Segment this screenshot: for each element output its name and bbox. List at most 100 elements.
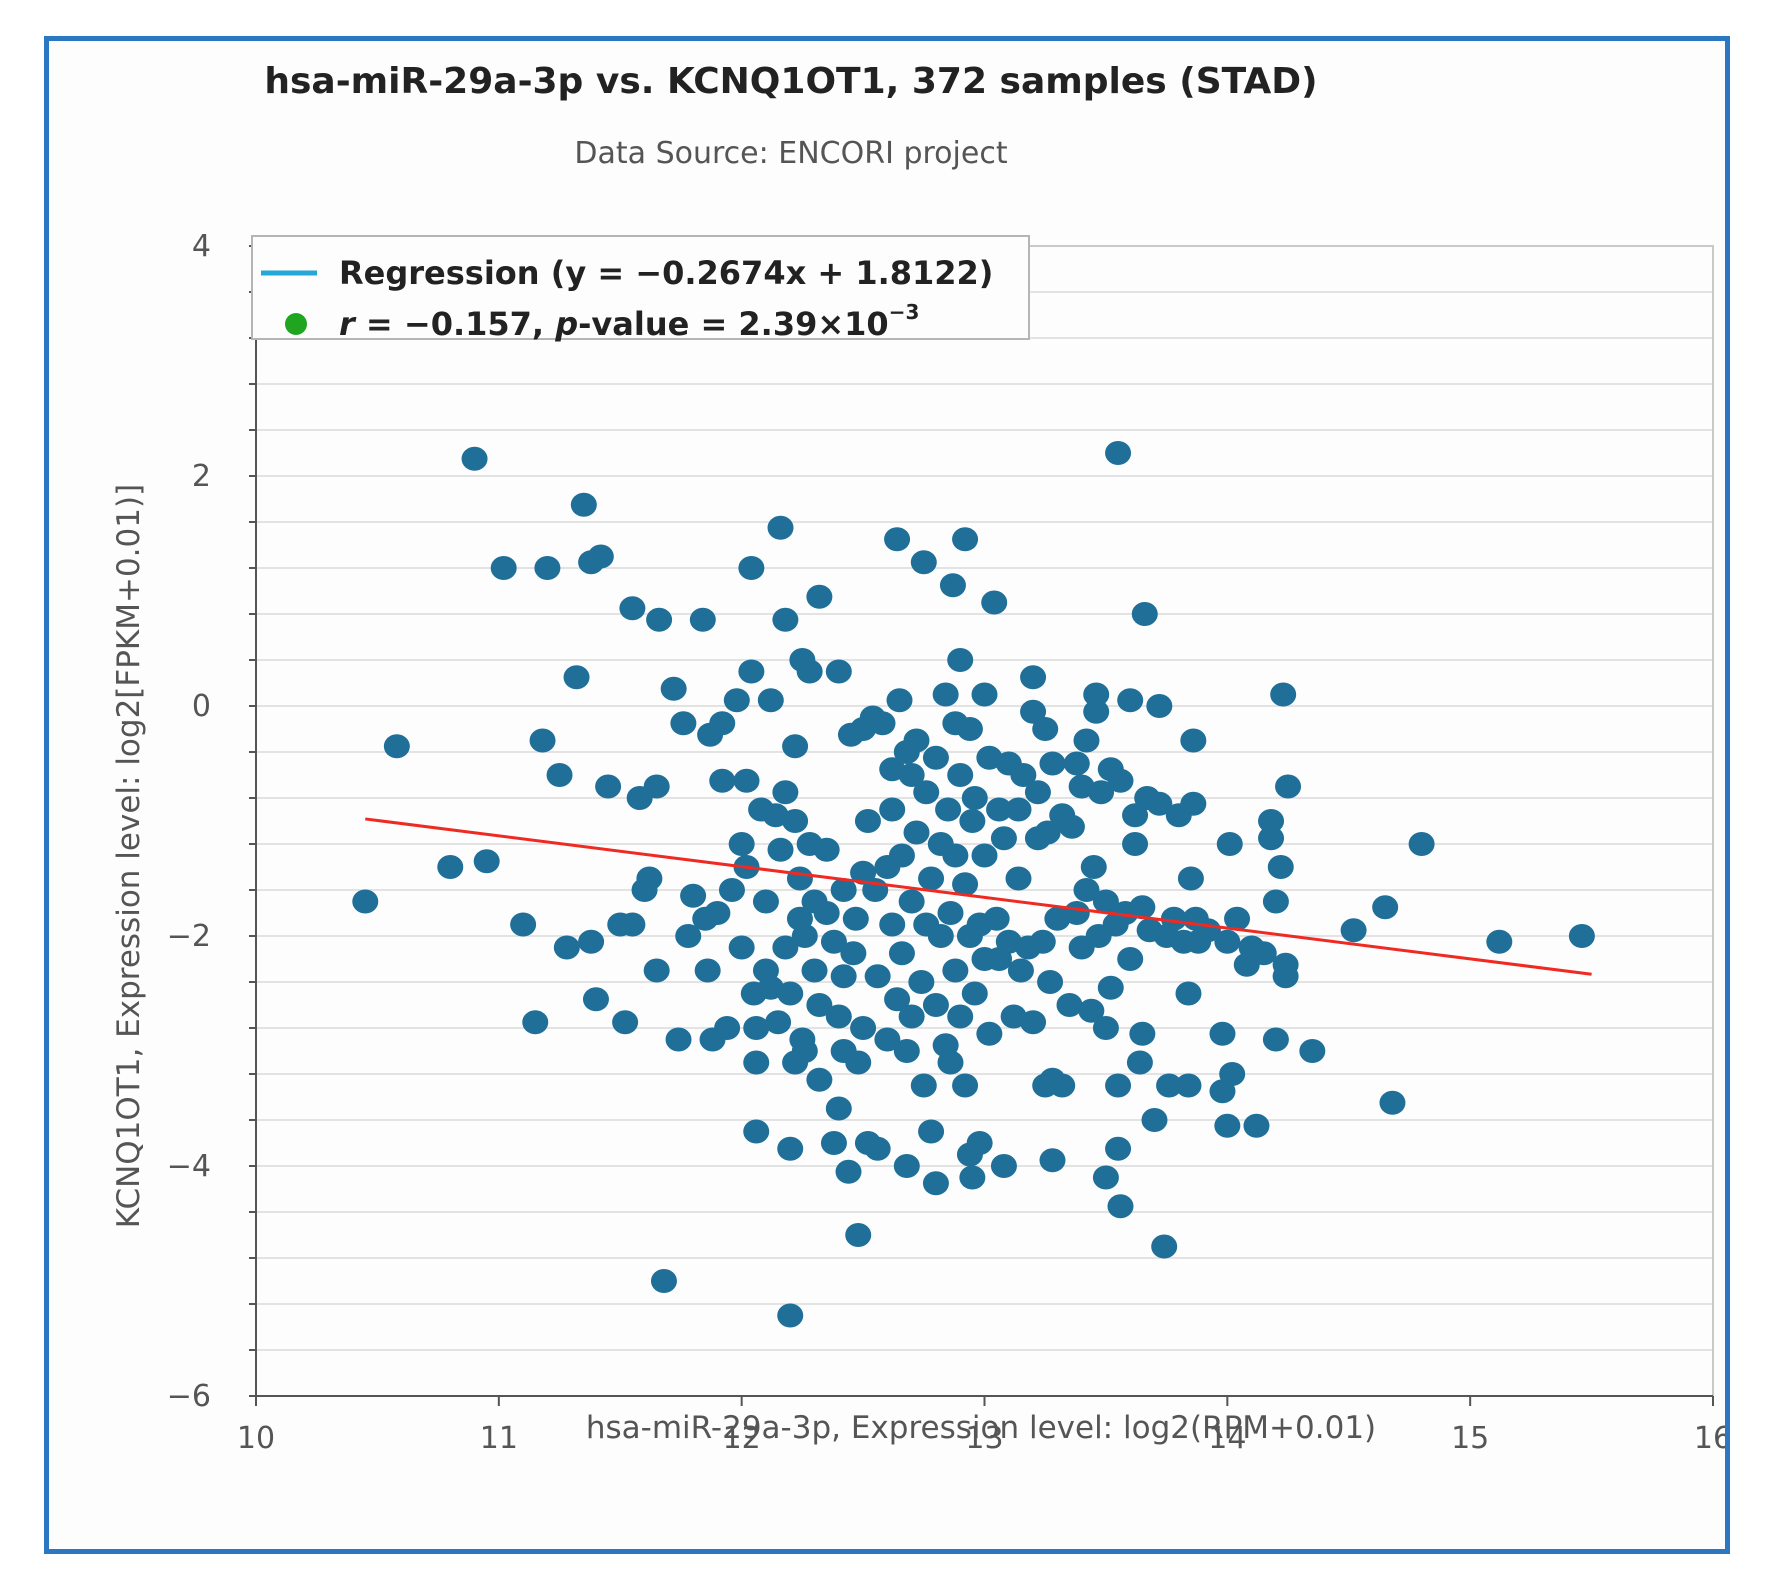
data-point [578, 929, 605, 954]
data-point [884, 987, 911, 1012]
y-tick-label: 0 [192, 689, 211, 724]
data-point [850, 860, 877, 885]
data-point [791, 1039, 818, 1063]
data-point [918, 1119, 945, 1144]
data-point [772, 780, 799, 805]
data-point [1160, 906, 1187, 931]
data-point [845, 1223, 872, 1247]
data-point [510, 912, 537, 937]
data-point [352, 889, 379, 914]
chart-frame: hsa-miR-29a-3p vs. KCNQ1OT1, 372 samples… [44, 36, 1730, 1554]
data-point [864, 1136, 891, 1161]
data-point [1180, 791, 1207, 816]
data-point [1122, 803, 1149, 828]
data-point [952, 1073, 979, 1098]
data-point [1063, 901, 1090, 925]
data-point [1032, 717, 1059, 741]
data-point [546, 763, 573, 787]
data-point [888, 843, 915, 868]
data-point [1262, 889, 1289, 914]
data-point [689, 607, 716, 632]
data-point [922, 745, 949, 770]
data-point [884, 527, 911, 552]
data-point [922, 1171, 949, 1196]
data-point [845, 1050, 872, 1075]
data-point [1037, 970, 1064, 994]
data-point [534, 556, 561, 580]
data-point [757, 688, 784, 713]
data-point [830, 878, 857, 902]
data-point [952, 527, 979, 552]
data-point [1105, 1073, 1132, 1098]
data-point [680, 883, 707, 908]
legend-r-symbol: r [339, 305, 357, 343]
data-point [927, 924, 954, 948]
data-point [1126, 1050, 1153, 1075]
legend-r-value: = −0.157, [355, 305, 555, 343]
y-tick-label: 4 [192, 229, 211, 264]
data-point [1092, 1016, 1119, 1040]
data-point [772, 935, 799, 960]
data-point [813, 837, 840, 862]
legend-p-value: -value = 2.39×10 [578, 305, 889, 343]
data-point [728, 935, 755, 960]
legend-regression-label: Regression (y = −0.2674x + 1.8122) [339, 254, 993, 292]
data-point [743, 1016, 770, 1040]
data-point [765, 1010, 792, 1035]
data-point [869, 711, 896, 736]
data-point [1272, 964, 1299, 989]
data-point [886, 688, 913, 713]
data-point [910, 550, 937, 575]
data-point [1146, 694, 1173, 718]
data-point [947, 763, 974, 787]
data-point [983, 906, 1010, 931]
legend-p-symbol: p [554, 305, 578, 343]
data-point [910, 1073, 937, 1098]
x-tick-label: 16 [1694, 1421, 1725, 1456]
axes: 4 2 0 −2 −4 −6 10 11 12 13 14 15 16 [167, 229, 1725, 1456]
y-tick-label: −2 [167, 919, 211, 954]
data-point [942, 843, 969, 868]
data-point [971, 843, 998, 868]
data-point [473, 849, 500, 874]
data-point [582, 987, 609, 1012]
data-point [636, 866, 663, 891]
data-point [820, 929, 847, 954]
data-point [709, 768, 736, 793]
data-point [728, 832, 755, 856]
data-point [490, 556, 517, 580]
data-point [643, 958, 670, 983]
data-point [694, 958, 721, 983]
data-point [1216, 832, 1243, 856]
data-point [1175, 1073, 1202, 1098]
data-point [922, 993, 949, 1017]
data-point [619, 912, 646, 937]
data-point [840, 941, 867, 966]
data-point [1146, 791, 1173, 816]
data-point [842, 906, 869, 931]
data-point [709, 711, 736, 736]
data-point [1275, 774, 1302, 799]
data-point [796, 659, 823, 684]
x-tick-label: 14 [1208, 1421, 1246, 1456]
data-point [893, 1154, 920, 1178]
data-point [1049, 1073, 1076, 1098]
data-point [670, 711, 697, 736]
x-tick-label: 11 [480, 1421, 518, 1456]
data-point [1092, 889, 1119, 914]
data-point [570, 492, 597, 517]
data-point [777, 1136, 804, 1161]
data-point [1250, 941, 1277, 966]
data-point [1063, 751, 1090, 776]
data-point [1180, 728, 1207, 753]
data-point [874, 1027, 901, 1052]
data-point [1175, 981, 1202, 1006]
data-point [437, 855, 464, 879]
data-point [1340, 918, 1367, 943]
legend-p-exponent: −3 [889, 300, 920, 324]
data-point [733, 768, 760, 793]
data-point [986, 797, 1013, 822]
data-point [791, 924, 818, 948]
x-tick-label: 13 [965, 1421, 1003, 1456]
data-point [903, 820, 930, 845]
